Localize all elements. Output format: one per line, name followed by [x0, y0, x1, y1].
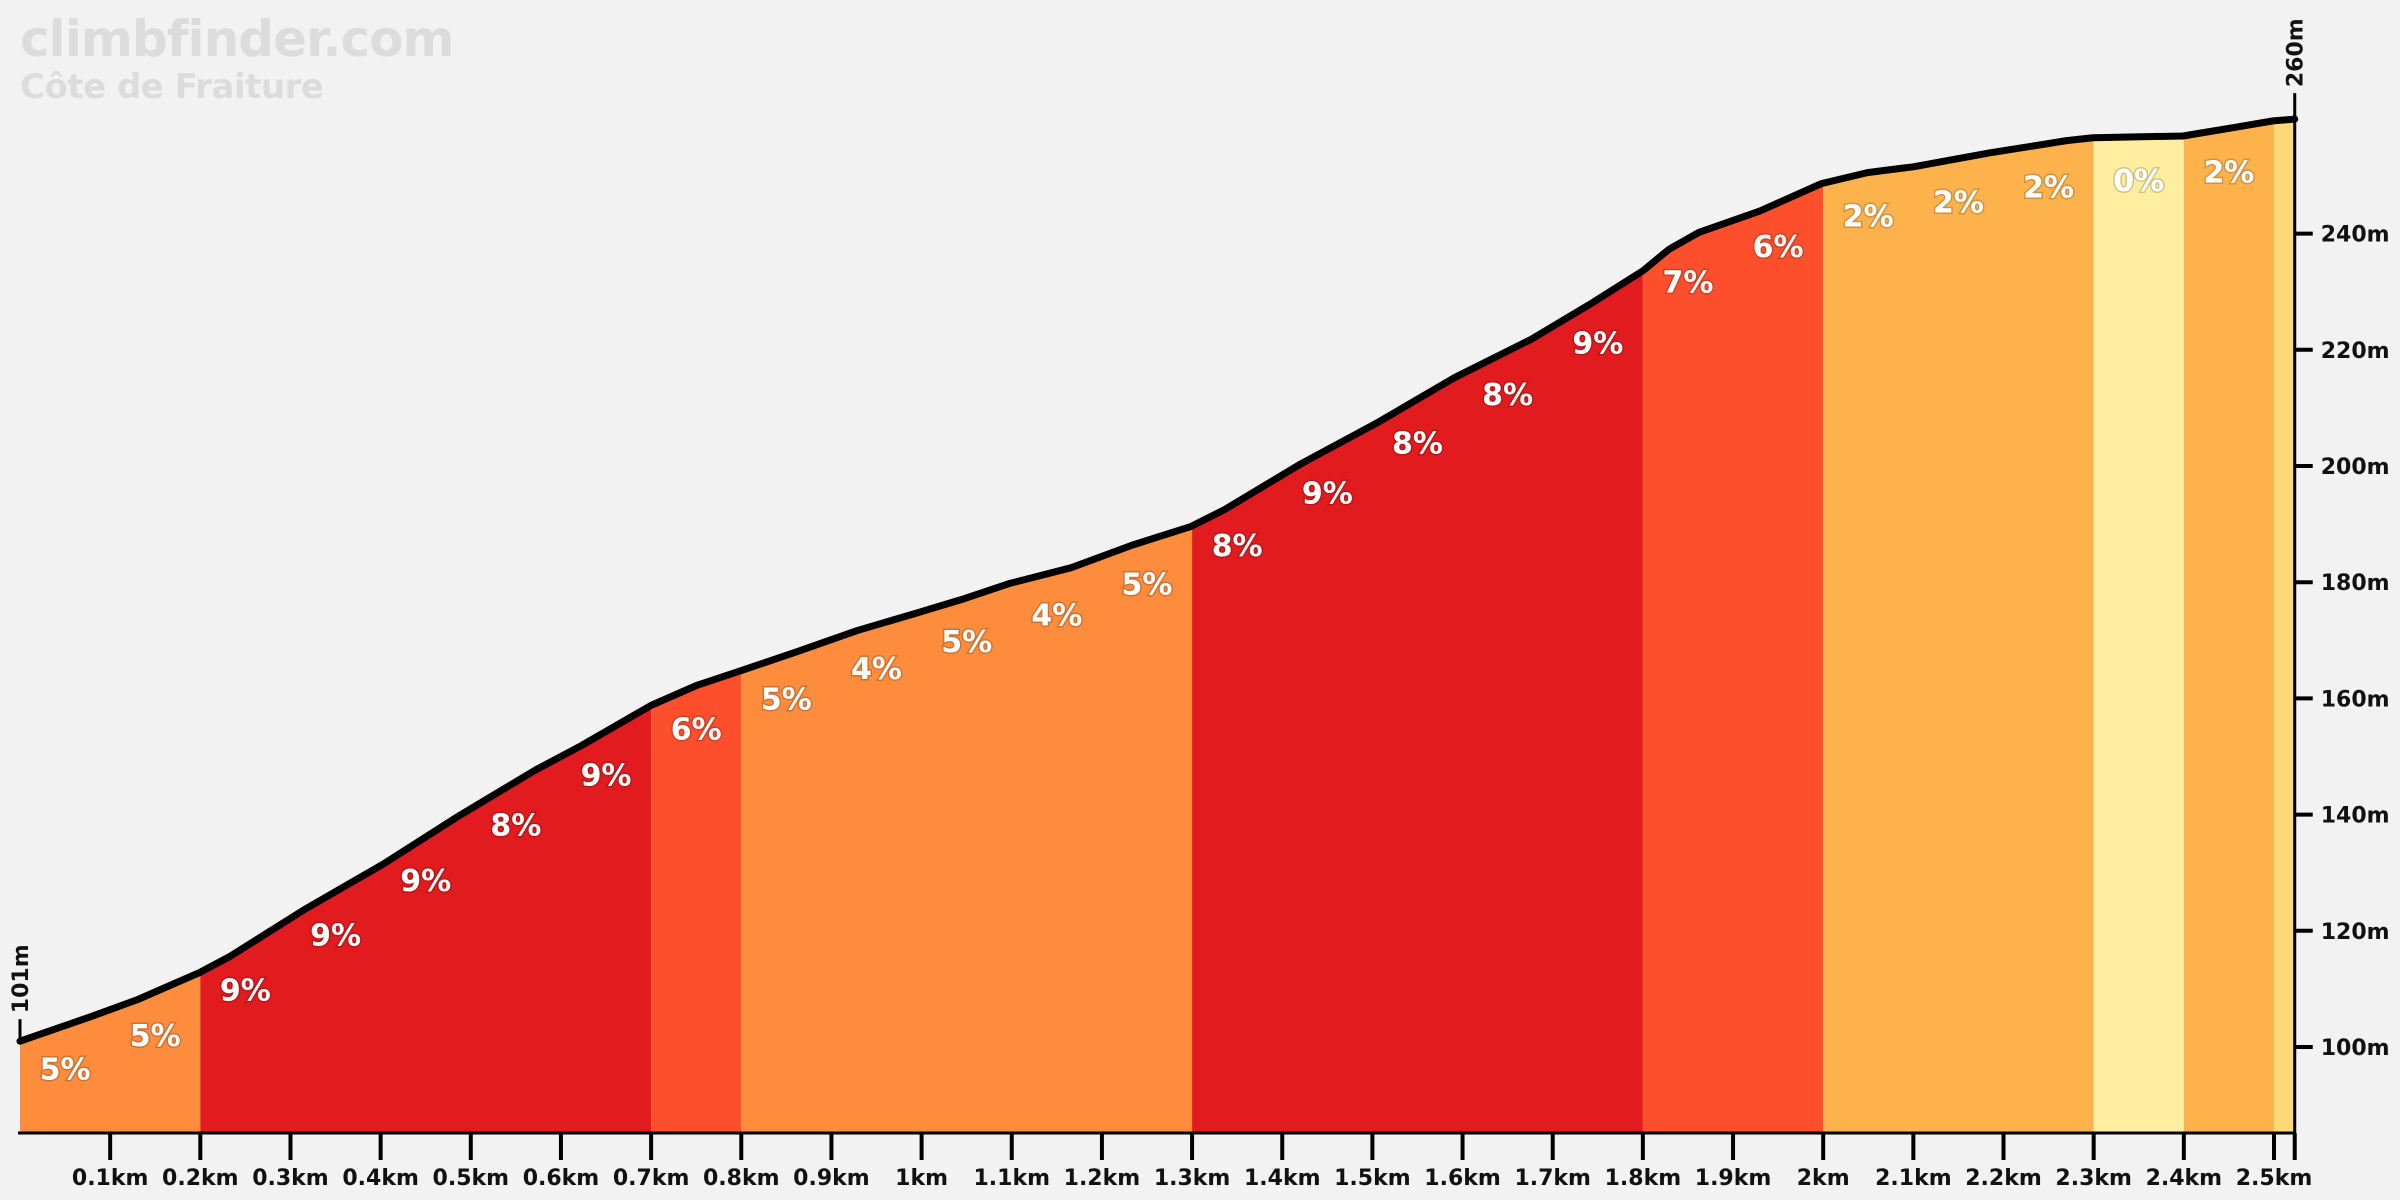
gradient-segment-2	[651, 670, 742, 1133]
y-tick-label: 120m	[2321, 920, 2390, 945]
grade-label: 2%	[1843, 199, 1894, 234]
grade-label: 8%	[1212, 529, 1263, 564]
gradient-segment-5	[1642, 183, 1824, 1133]
gradient-segment-9	[2274, 119, 2295, 1133]
y-tick-label: 180m	[2321, 571, 2390, 596]
x-tick-label: 2.5km	[2236, 1166, 2313, 1191]
y-tick-label: 220m	[2321, 339, 2390, 364]
x-tick-label: 1.4km	[1244, 1166, 1321, 1191]
x-tick-label: 2.1km	[1875, 1166, 1952, 1191]
grade-label: 8%	[1482, 378, 1533, 413]
grade-label: 9%	[310, 919, 361, 954]
x-tick-label: 1.7km	[1514, 1166, 1591, 1191]
gradient-segment-6	[1823, 137, 2094, 1133]
brand-watermark: climbfinder.com Côte de Fraiture	[20, 10, 455, 107]
x-tick-label: 2.4km	[2146, 1166, 2223, 1191]
gradient-segment-7	[2093, 135, 2184, 1133]
grade-label: 2%	[1933, 186, 1984, 221]
grade-label: 4%	[851, 652, 902, 687]
grade-label: 5%	[40, 1053, 91, 1088]
y-tick-label: 200m	[2321, 455, 2390, 480]
grade-label: 2%	[2203, 155, 2254, 190]
x-tick-label: 1km	[895, 1166, 948, 1191]
x-tick-label: 1.6km	[1424, 1166, 1501, 1191]
x-tick-label: 1.5km	[1334, 1166, 1411, 1191]
x-tick-label: 0.6km	[523, 1166, 600, 1191]
y-tick-label: 160m	[2321, 687, 2390, 712]
x-tick-label: 2.2km	[1965, 1166, 2042, 1191]
x-tick-label: 1.3km	[1154, 1166, 1231, 1191]
grade-label: 0%	[2113, 164, 2164, 199]
grade-label: 9%	[1302, 477, 1353, 512]
grade-label: 5%	[1122, 567, 1173, 602]
grade-label: 5%	[130, 1019, 181, 1054]
x-tick-label: 0.3km	[252, 1166, 329, 1191]
x-tick-label: 2.3km	[2055, 1166, 2132, 1191]
grade-label: 4%	[1031, 598, 1082, 633]
x-tick-label: 0.8km	[703, 1166, 780, 1191]
grade-label: 8%	[1392, 426, 1443, 461]
grade-label: 7%	[1662, 266, 1713, 301]
start-elevation-label: 101m	[9, 944, 34, 1013]
climb-name: Côte de Fraiture	[20, 67, 324, 107]
x-tick-label: 0.1km	[72, 1166, 149, 1191]
y-tick-label: 140m	[2321, 804, 2390, 829]
x-tick-label: 1.9km	[1695, 1166, 1772, 1191]
grade-label: 6%	[1753, 230, 1804, 265]
grade-label: 9%	[1572, 326, 1623, 361]
y-tick-label: 240m	[2321, 223, 2390, 248]
gradient-segment-3	[741, 525, 1193, 1133]
grade-label: 6%	[671, 713, 722, 748]
x-tick-label: 1.8km	[1605, 1166, 1682, 1191]
elevation-line	[16, 115, 2299, 1045]
grade-label: 9%	[220, 974, 271, 1009]
gradient-segment-4	[1192, 270, 1643, 1133]
x-tick-label: 0.2km	[162, 1166, 239, 1191]
grade-label: 9%	[400, 864, 451, 899]
x-tick-label: 0.7km	[613, 1166, 690, 1191]
grade-label: 5%	[761, 682, 812, 717]
x-tick-label: 0.9km	[793, 1166, 870, 1191]
grade-label: 9%	[581, 758, 632, 793]
x-tick-label: 1.1km	[973, 1166, 1050, 1191]
x-tick-label: 0.5km	[433, 1166, 510, 1191]
gradient-segment-0	[20, 972, 201, 1133]
grade-label: 8%	[490, 809, 541, 844]
end-elevation-label: 260m	[2284, 18, 2309, 87]
gradient-segment-8	[2183, 120, 2274, 1134]
grade-label: 5%	[941, 625, 992, 660]
y-tick-label: 100m	[2321, 1036, 2390, 1061]
x-tick-label: 2km	[1797, 1166, 1850, 1191]
x-tick-label: 1.2km	[1064, 1166, 1141, 1191]
gradient-segment-1	[200, 705, 652, 1133]
grade-label: 2%	[2023, 171, 2074, 206]
site-name: climbfinder.com	[20, 10, 455, 68]
x-tick-label: 0.4km	[342, 1166, 419, 1191]
